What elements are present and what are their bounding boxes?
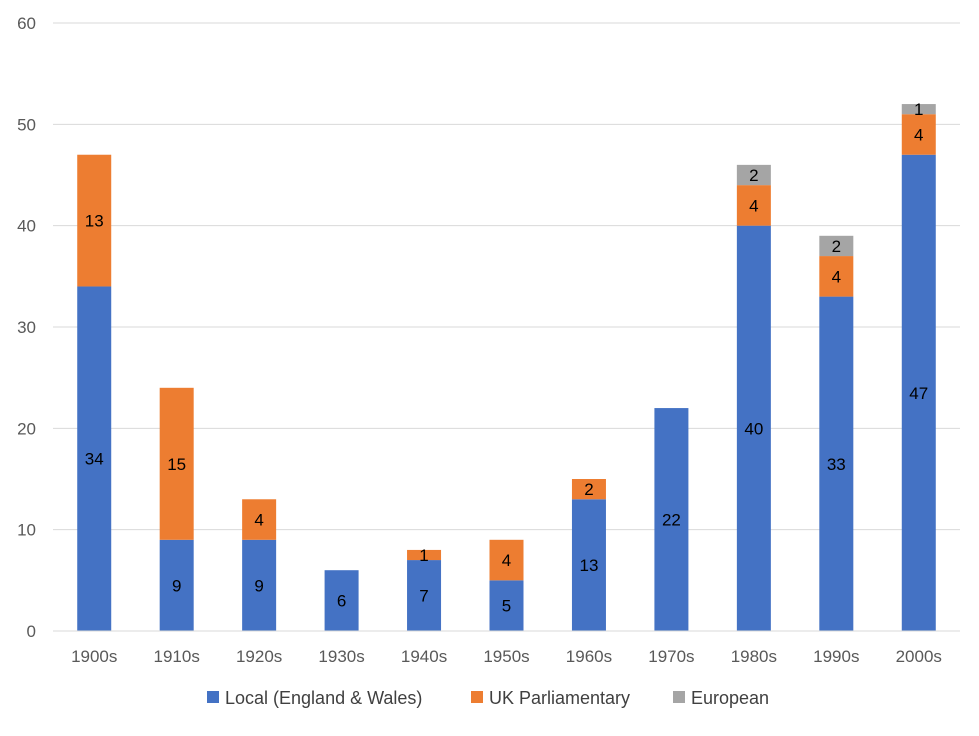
x-tick-label: 1970s — [648, 647, 694, 666]
x-axis-ticks: 1900s 1910s 1920s 1930s 1940s 1950s 1960s 1970s… — [71, 647, 942, 666]
bar-segment — [654, 408, 689, 631]
data-label: 2 — [832, 237, 841, 256]
y-tick-label: 30 — [17, 318, 36, 337]
bar-segment — [159, 539, 194, 631]
bar-segment — [77, 154, 112, 287]
bar-segment — [736, 164, 771, 186]
data-label: 13 — [85, 212, 104, 231]
y-tick-label: 60 — [17, 14, 36, 33]
data-label: 40 — [744, 419, 763, 438]
y-tick-label: 50 — [17, 115, 36, 134]
x-tick-label: 1980s — [731, 647, 777, 666]
data-label: 2 — [749, 166, 758, 185]
data-label: 1 — [914, 100, 923, 119]
x-tick-label: 1950s — [483, 647, 529, 666]
bar-segment — [571, 479, 606, 500]
bar-segment — [242, 499, 277, 540]
bar-segment — [901, 114, 936, 155]
legend-label: UK Parliamentary — [489, 688, 630, 708]
data-label: 4 — [502, 551, 511, 570]
legend-label: Local (England & Wales) — [225, 688, 422, 708]
data-label: 9 — [172, 576, 181, 595]
y-tick-label: 40 — [17, 217, 36, 236]
data-label: 47 — [909, 384, 928, 403]
data-label: 13 — [579, 556, 598, 575]
data-label: 4 — [832, 267, 841, 286]
data-label: 1 — [419, 546, 428, 565]
bar-segment — [489, 580, 524, 631]
y-tick-label: 20 — [17, 419, 36, 438]
bars — [77, 104, 936, 631]
bar-segment — [736, 225, 771, 631]
bar-segment — [736, 185, 771, 226]
legend: Local (England & Wales) UK Parliamentary E… — [207, 688, 769, 708]
bar-segment — [901, 154, 936, 631]
legend-label: European — [691, 688, 769, 708]
data-label: 22 — [662, 511, 681, 530]
bar-segment — [242, 539, 277, 631]
data-label: 15 — [167, 455, 186, 474]
data-label: 9 — [254, 576, 263, 595]
x-tick-label: 2000s — [896, 647, 942, 666]
y-tick-label: 0 — [27, 622, 36, 641]
data-label: 34 — [85, 450, 104, 469]
legend-swatch — [207, 691, 219, 703]
data-label: 4 — [749, 196, 758, 215]
data-label: 5 — [502, 597, 511, 616]
data-label: 6 — [337, 592, 346, 611]
bar-segment — [901, 104, 936, 115]
bar-segment — [407, 549, 442, 561]
data-label: 33 — [827, 455, 846, 474]
bar-segment — [819, 235, 854, 257]
x-tick-label: 1990s — [813, 647, 859, 666]
bar-segment — [159, 387, 194, 540]
bar-segment — [819, 256, 854, 297]
legend-swatch — [471, 691, 483, 703]
gridlines — [53, 22, 960, 531]
x-tick-label: 1910s — [154, 647, 200, 666]
legend-swatch — [673, 691, 685, 703]
data-label: 7 — [419, 587, 428, 606]
y-axis-ticks: 0 10 20 30 40 50 60 — [17, 14, 36, 641]
bar-segment — [571, 499, 606, 631]
x-tick-label: 1960s — [566, 647, 612, 666]
x-tick-label: 1940s — [401, 647, 447, 666]
x-tick-label: 1900s — [71, 647, 117, 666]
bar-segment — [77, 286, 112, 631]
bar-segment — [819, 296, 854, 631]
bar-segment — [324, 570, 359, 631]
y-tick-label: 10 — [17, 521, 36, 540]
bar-segment — [407, 560, 442, 631]
data-label: 4 — [254, 511, 263, 530]
data-label: 4 — [914, 125, 923, 144]
x-tick-label: 1930s — [318, 647, 364, 666]
data-label: 2 — [584, 480, 593, 499]
bar-segment — [489, 539, 524, 581]
x-tick-label: 1920s — [236, 647, 282, 666]
